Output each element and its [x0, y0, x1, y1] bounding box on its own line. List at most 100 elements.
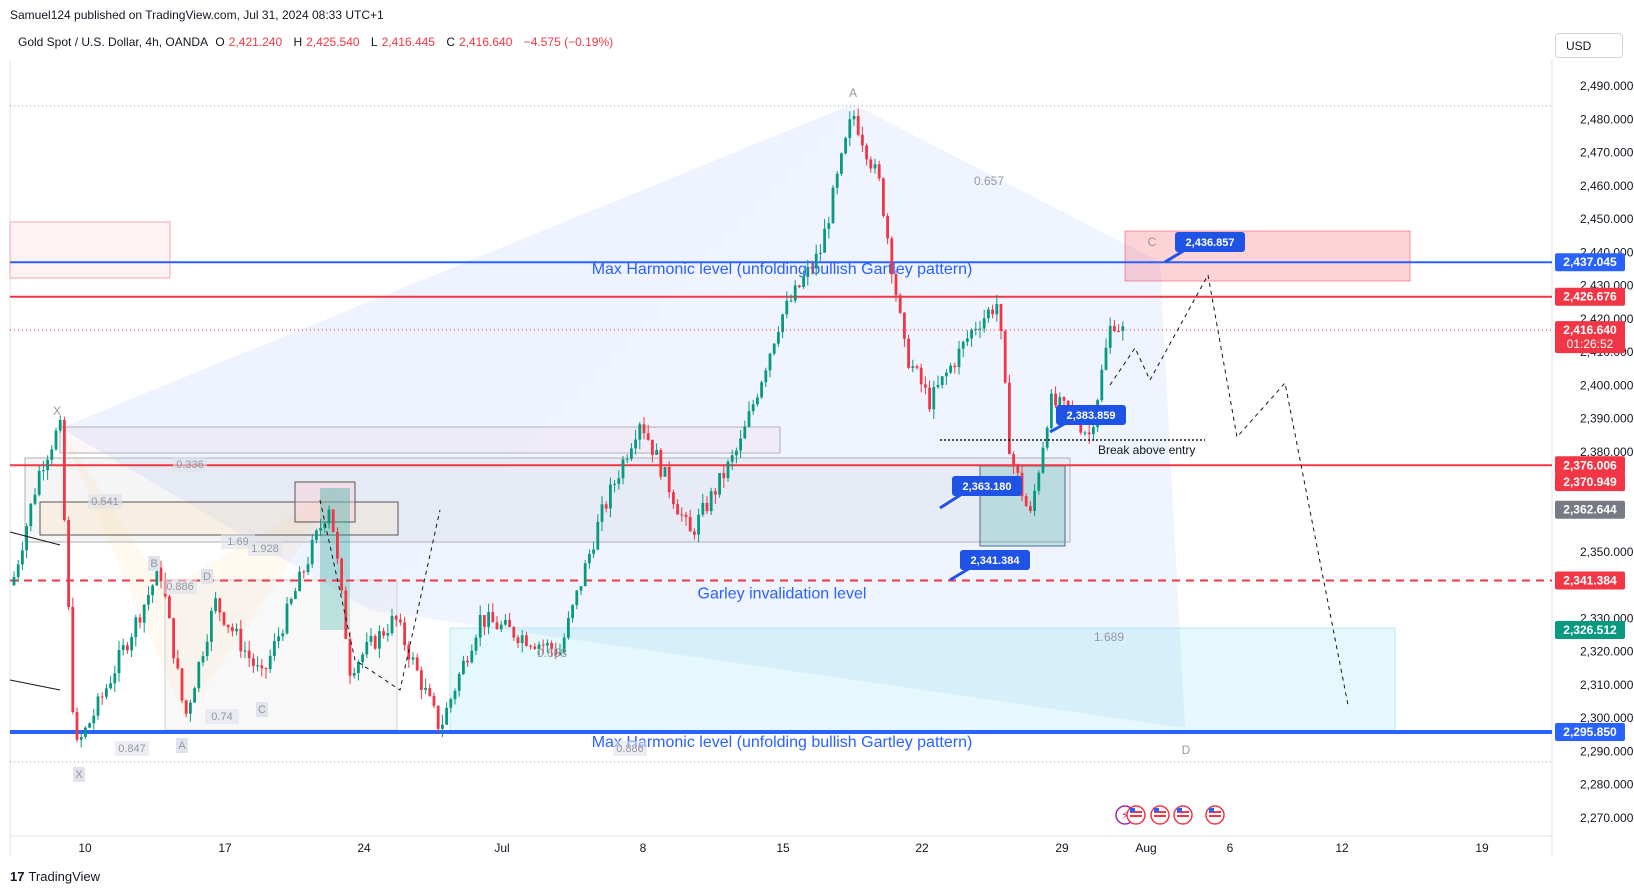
- y-tick-label: 2,320.000: [1580, 645, 1634, 659]
- candle-body: [273, 641, 276, 656]
- callout-text: 2,383.859: [1067, 410, 1116, 422]
- price-label-text: 2,326.512: [1563, 623, 1617, 637]
- candle-body: [991, 309, 994, 315]
- candle-body: [264, 668, 268, 670]
- candle-body: [214, 598, 217, 611]
- candle-body: [789, 300, 793, 302]
- candle-body: [117, 650, 121, 674]
- x-tick-label: 10: [78, 841, 92, 855]
- candle-body: [957, 348, 961, 368]
- us-flag-icon[interactable]: [1173, 805, 1193, 825]
- candle-body: [323, 523, 327, 528]
- candle-body: [642, 424, 646, 434]
- candle-body: [592, 549, 595, 554]
- candle-body: [84, 727, 87, 738]
- candle-body: [512, 627, 516, 638]
- small-ratio-box: [613, 741, 647, 756]
- candle-body: [159, 567, 163, 582]
- tradingview-logo-icon[interactable]: 17: [10, 868, 25, 884]
- candle-body: [361, 654, 364, 663]
- low-value: 2,416.445: [381, 35, 435, 49]
- candle-body: [928, 387, 931, 410]
- symbol-name[interactable]: Gold Spot / U.S. Dollar, 4h, OANDA: [18, 35, 209, 49]
- candle-body: [373, 636, 377, 649]
- candle-body: [1008, 382, 1011, 455]
- candle-body: [71, 606, 75, 713]
- gartley-xab-triangle: [60, 104, 853, 610]
- candle-body: [562, 637, 566, 653]
- currency-button[interactable]: USD: [1555, 33, 1623, 58]
- price-axis[interactable]: 2,490.000 2,480.000 2,470.000 2,460.000 2,45…: [1580, 79, 1634, 825]
- candle-body: [819, 252, 822, 254]
- x-tick-label: 6: [1227, 841, 1234, 855]
- candle-body: [709, 491, 713, 512]
- candle-body: [718, 473, 721, 495]
- price-label-text: 2,437.045: [1563, 255, 1617, 269]
- callout-text: 2,436.857: [1186, 237, 1235, 249]
- candle-body: [1012, 454, 1015, 465]
- us-flag-icon[interactable]: [1205, 805, 1225, 825]
- candle-body: [516, 637, 520, 644]
- candle-body: [357, 662, 360, 674]
- candle-body: [462, 660, 465, 675]
- candle-body: [92, 715, 96, 724]
- candle-body: [659, 450, 663, 477]
- candle-body: [42, 470, 45, 472]
- candle-body: [105, 688, 108, 697]
- entry-box-small: [294, 481, 356, 523]
- candle-body: [298, 571, 301, 592]
- footer[interactable]: 17 TradingView: [10, 866, 100, 886]
- small-point-text: C: [258, 704, 266, 716]
- economic-events[interactable]: ⚡: [1115, 805, 1225, 825]
- candle-body: [474, 637, 478, 651]
- candle-body: [285, 603, 289, 634]
- top-bar: Samuel124 published on TradingView.com, …: [0, 0, 1634, 30]
- candle-body: [987, 309, 990, 319]
- candle-body: [1033, 490, 1036, 511]
- us-flag-icon[interactable]: [1126, 805, 1146, 825]
- candle-body: [999, 304, 1003, 332]
- svg-text:⚡: ⚡: [1121, 810, 1129, 822]
- candle-body: [172, 618, 175, 659]
- candle-body: [130, 637, 133, 651]
- candle-body: [613, 483, 616, 485]
- ratio-label: 0.658: [537, 646, 567, 660]
- candle-body: [974, 328, 978, 331]
- candle-body: [924, 384, 927, 388]
- y-tick-label: 2,380.000: [1580, 445, 1634, 459]
- candle-body: [445, 707, 448, 725]
- symbol-legend[interactable]: Gold Spot / U.S. Dollar, 4h, OANDA O 2,42…: [18, 35, 617, 49]
- y-tick-label: 2,310.000: [1580, 678, 1634, 692]
- candle-body: [877, 164, 881, 179]
- candle-body: [340, 558, 343, 591]
- price-label-text: 2,295.850: [1563, 725, 1617, 739]
- candle-body: [886, 215, 889, 239]
- candle-body: [1066, 400, 1070, 408]
- footer-brand[interactable]: TradingView: [28, 868, 101, 884]
- candle-body: [856, 115, 860, 135]
- time-axis[interactable]: 10 17 24 Jul 8 15 22 29 Aug 6 12 19: [78, 841, 1489, 855]
- candle-body: [617, 478, 621, 484]
- candle-body: [1003, 331, 1007, 383]
- candle-body: [390, 615, 394, 634]
- candle-body: [810, 266, 814, 269]
- trendline-left-lower: [9, 679, 61, 691]
- candle-body: [701, 502, 705, 515]
- y-tick-label: 2,290.000: [1580, 744, 1634, 758]
- open-label: O: [215, 35, 225, 49]
- candle-body: [79, 737, 83, 740]
- candle-body: [579, 586, 583, 591]
- candle-body: [588, 553, 591, 564]
- demand-zone-bottom: [449, 627, 1396, 732]
- small-ratio-text: 1.69: [227, 536, 248, 548]
- candle-body: [953, 365, 957, 368]
- candle-body: [697, 514, 700, 535]
- change-value: −4.575 (−0.19%): [523, 35, 614, 49]
- candle-body: [441, 724, 444, 729]
- us-flag-icon[interactable]: [1150, 805, 1170, 825]
- point-c-label: C: [1148, 235, 1157, 249]
- candle-body: [1024, 496, 1028, 507]
- candle-body: [785, 300, 789, 315]
- candle-body: [915, 366, 919, 368]
